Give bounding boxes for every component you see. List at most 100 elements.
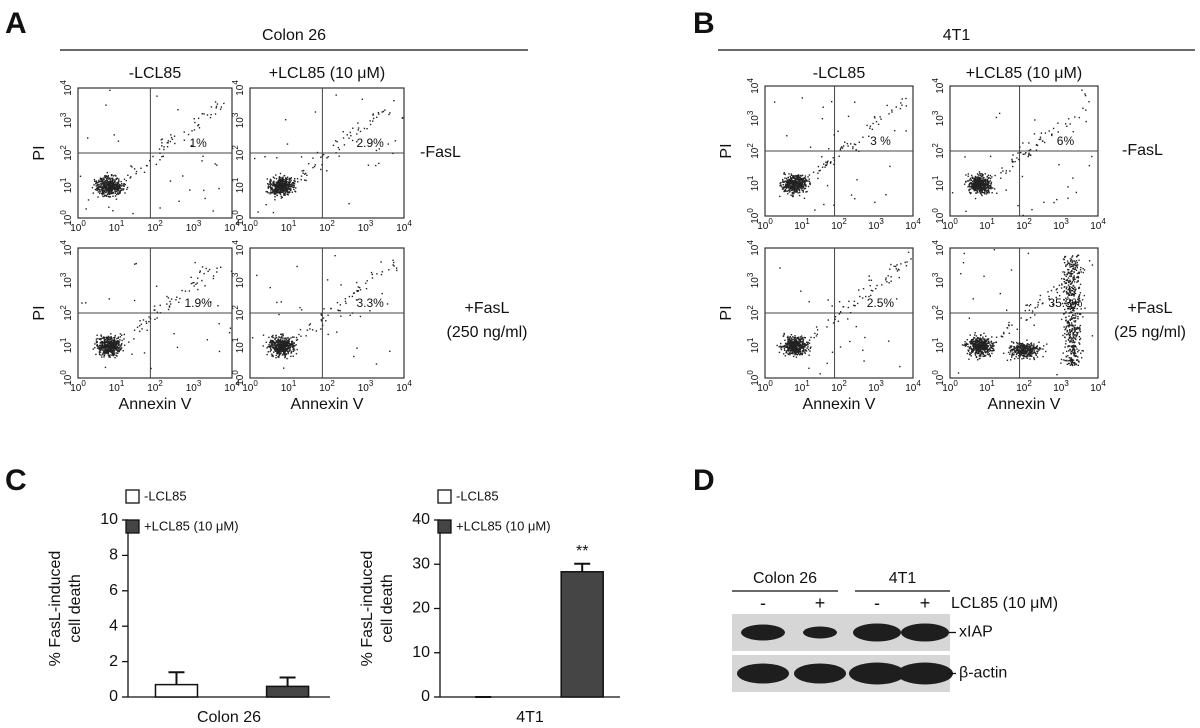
- event-dot: [787, 343, 788, 344]
- event-dot: [116, 355, 117, 356]
- event-dot: [1066, 351, 1067, 352]
- event-dot: [800, 182, 801, 183]
- event-dot: [99, 351, 100, 352]
- event-dot: [791, 175, 792, 176]
- event-dot: [970, 179, 971, 180]
- event-dot: [971, 186, 972, 187]
- event-dot: [288, 184, 289, 185]
- event-dot: [118, 345, 119, 346]
- event-dot: [280, 173, 281, 174]
- event-dot: [797, 192, 798, 193]
- tick-exponent: 1: [746, 337, 755, 342]
- event-dot: [106, 178, 107, 179]
- event-dot: [1039, 139, 1040, 140]
- event-dot: [271, 189, 272, 190]
- event-dot: [356, 133, 357, 134]
- event-dot: [388, 269, 389, 270]
- event-dot: [799, 192, 800, 193]
- event-dot: [982, 190, 983, 191]
- event-dot: [970, 189, 971, 190]
- event-dot: [785, 174, 786, 175]
- event-dot: [294, 183, 295, 184]
- event-dot: [371, 272, 372, 273]
- tick-exponent: 0: [953, 217, 958, 226]
- event-dot: [986, 193, 987, 194]
- event-dot: [1036, 149, 1037, 150]
- event-dot: [114, 184, 115, 185]
- tick-exponent: 2: [842, 379, 847, 388]
- event-dot: [796, 347, 797, 348]
- event-dot: [110, 342, 111, 343]
- tick-exponent: 3: [231, 112, 240, 117]
- event-dot: [795, 353, 796, 354]
- event-dot: [193, 282, 194, 283]
- event-dot: [985, 336, 986, 337]
- event-dot: [973, 186, 974, 187]
- event-dot: [101, 338, 102, 339]
- event-dot: [1070, 275, 1071, 276]
- event-dot: [150, 368, 151, 369]
- tick-base: 10: [186, 383, 198, 394]
- event-dot: [982, 337, 983, 338]
- tick-base: 10: [63, 182, 74, 194]
- event-dot: [107, 348, 108, 349]
- event-dot: [888, 113, 889, 114]
- event-dot: [145, 321, 146, 322]
- event-dot: [1065, 282, 1066, 283]
- event-dot: [283, 188, 284, 189]
- log-tick-label: 102: [746, 305, 761, 321]
- event-dot: [1072, 268, 1073, 269]
- event-dot: [296, 266, 297, 267]
- event-dot: [788, 354, 789, 355]
- tick-base: 10: [63, 84, 74, 96]
- event-dot: [376, 117, 377, 118]
- log-tick-label: 101: [979, 217, 995, 232]
- event-dot: [160, 305, 161, 306]
- event-dot: [993, 349, 994, 350]
- event-dot: [338, 155, 339, 156]
- event-dot: [118, 187, 119, 188]
- event-dot: [154, 305, 155, 306]
- event-dot: [207, 271, 208, 272]
- event-dot: [269, 193, 270, 194]
- event-dot: [784, 340, 785, 341]
- event-dot: [297, 339, 298, 340]
- tick-exponent: 1: [746, 175, 755, 180]
- event-dot: [832, 352, 833, 353]
- event-dot: [784, 172, 785, 173]
- event-dot: [803, 347, 804, 348]
- event-dot: [1017, 152, 1018, 153]
- event-dot: [853, 305, 854, 306]
- event-dot: [779, 267, 780, 268]
- tick-base: 10: [63, 117, 74, 129]
- event-dot: [213, 275, 214, 276]
- event-dot: [990, 180, 991, 181]
- event-dot: [798, 352, 799, 353]
- event-dot: [896, 268, 897, 269]
- event-dot: [1068, 340, 1069, 341]
- event-dot: [283, 352, 284, 353]
- event-dot: [988, 349, 989, 350]
- event-dot: [783, 182, 784, 183]
- event-dot: [170, 303, 171, 304]
- event-dot: [102, 353, 103, 354]
- event-dot: [220, 109, 221, 110]
- event-dot: [121, 190, 122, 191]
- log-tick-label: 101: [109, 379, 125, 394]
- tick-exponent: 4: [746, 240, 755, 245]
- event-dot: [176, 297, 177, 298]
- event-dot: [792, 352, 793, 353]
- event-dot: [790, 340, 791, 341]
- event-dot: [104, 350, 105, 351]
- event-dot: [194, 262, 195, 263]
- y-axis-label: PI: [718, 305, 735, 320]
- event-dot: [987, 186, 988, 187]
- event-dot: [1065, 317, 1066, 318]
- event-dot: [797, 351, 798, 352]
- event-dot: [847, 143, 848, 144]
- tick-exponent: 4: [407, 219, 412, 228]
- event-dot: [283, 342, 284, 343]
- event-dot: [110, 190, 111, 191]
- event-dot: [213, 278, 214, 279]
- event-dot: [992, 187, 993, 188]
